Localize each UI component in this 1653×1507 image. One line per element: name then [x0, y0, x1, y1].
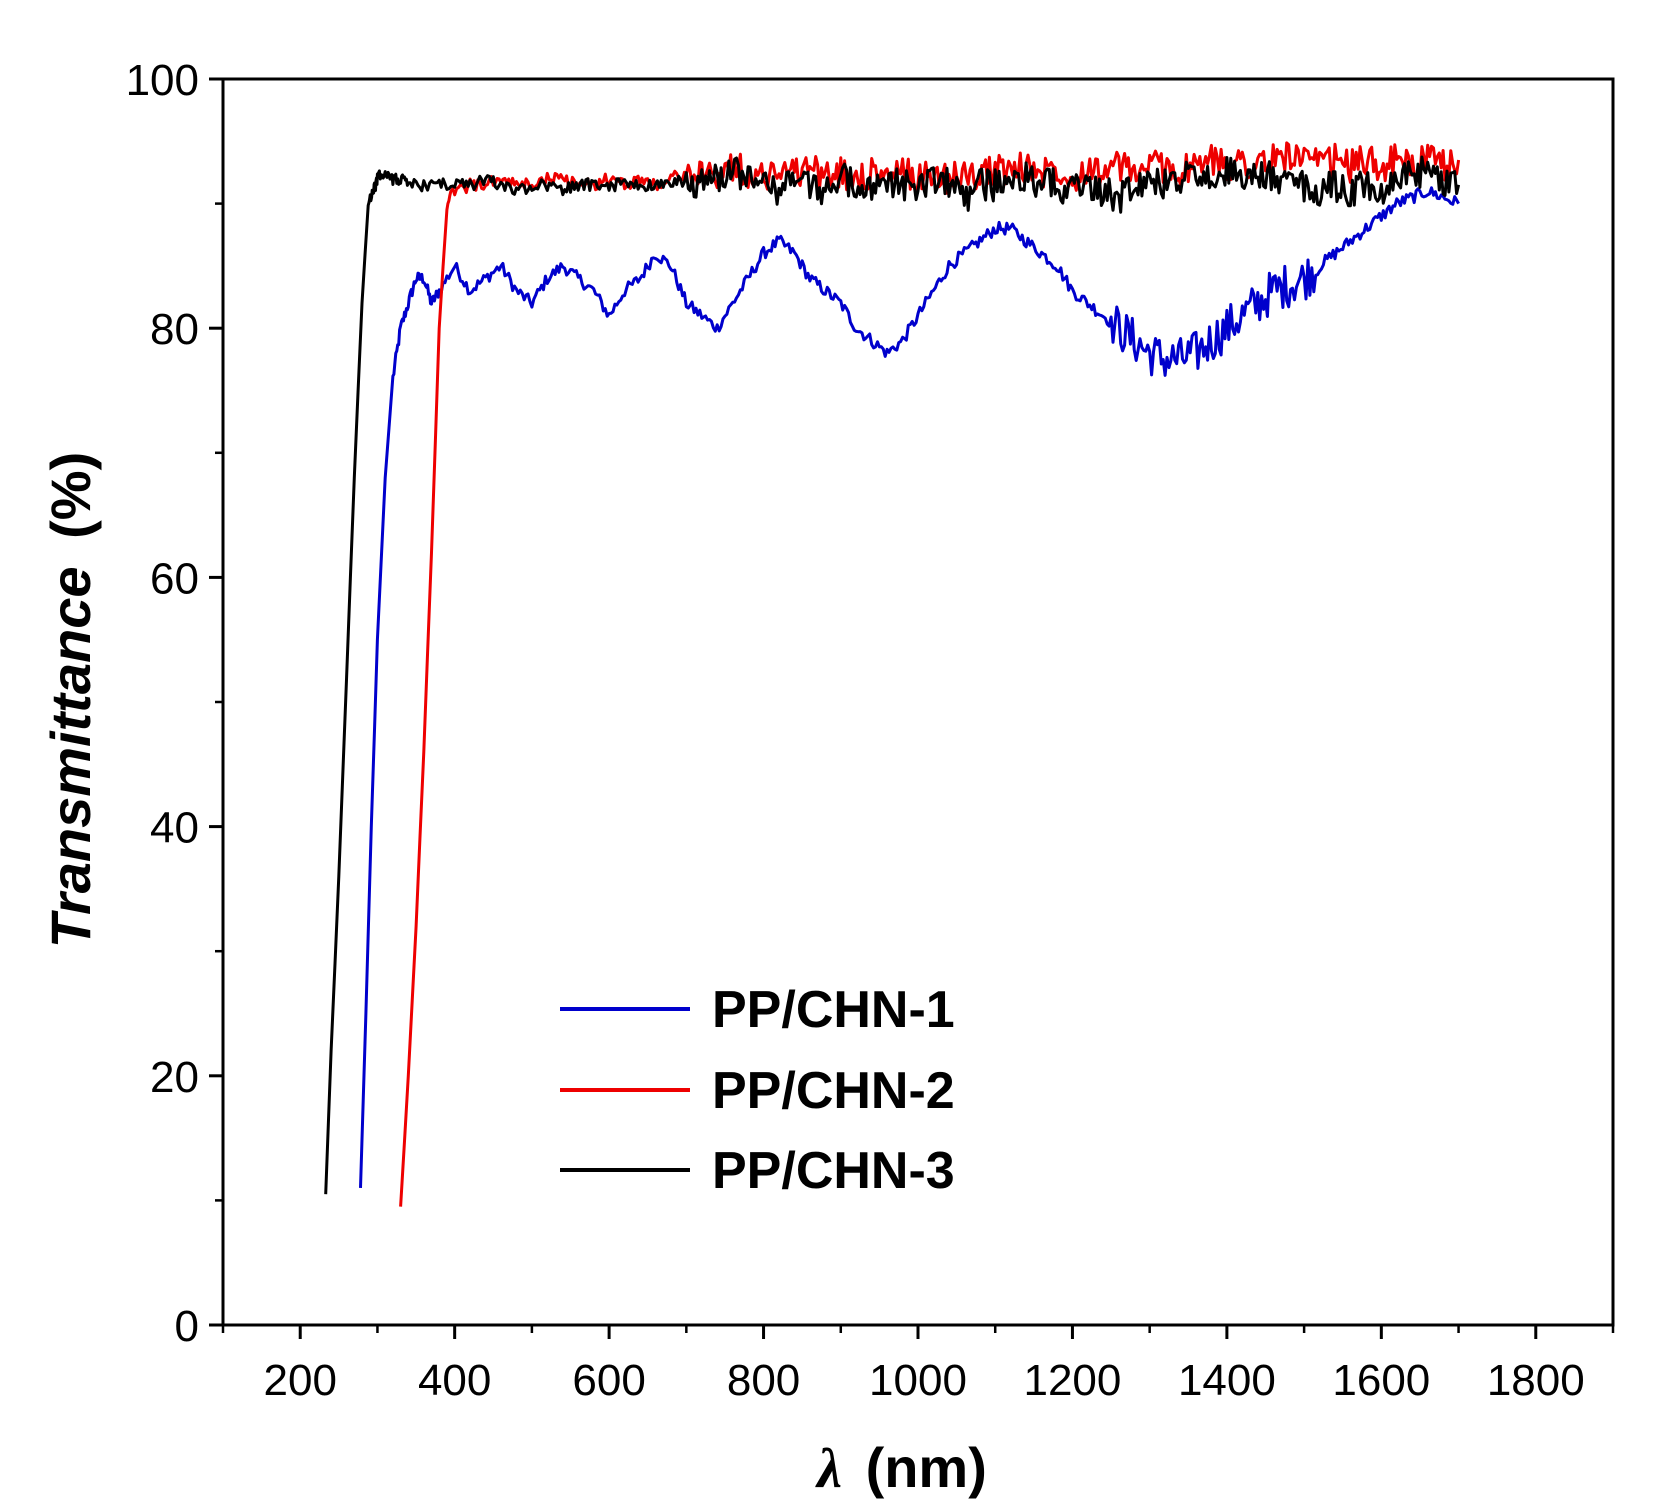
series-line-pp-chn-3 — [324, 155, 1461, 1195]
x-axis-unit: (nm) — [866, 1436, 987, 1499]
y-tick-label: 60 — [150, 554, 199, 603]
y-axis-title-unit: (%) — [39, 452, 102, 539]
x-tick-label: 400 — [418, 1356, 491, 1405]
x-tick-label: 1200 — [1023, 1356, 1121, 1405]
axes-layer — [209, 77, 1615, 1339]
x-tick-label: 600 — [572, 1356, 645, 1405]
y-tick-label: 20 — [150, 1053, 199, 1102]
y-tick-label: 0 — [175, 1302, 199, 1351]
x-tick-label: 1600 — [1332, 1356, 1430, 1405]
y-tick-label: 100 — [126, 56, 199, 105]
y-axis-title: Transmittance (%) — [39, 452, 102, 948]
labels-layer: 200 400 600 800 1000 1200 1400 1600 1800 0 20 40 60 8… — [126, 56, 1585, 1405]
x-tick-label: 1400 — [1178, 1356, 1276, 1405]
x-tick-label: 1000 — [869, 1356, 967, 1405]
x-axis-title: λ (nm) — [815, 1436, 987, 1500]
y-tick-label: 80 — [150, 305, 199, 354]
series-line-pp-chn-1 — [359, 186, 1460, 1188]
y-tick-label: 40 — [150, 804, 199, 853]
x-tick-label: 200 — [264, 1356, 337, 1405]
y-axis-title-main: Transmittance — [39, 566, 102, 948]
legend-label-pp-chn-2: PP/CHN-2 — [712, 1062, 955, 1120]
series-layer — [324, 141, 1461, 1207]
legend-label-pp-chn-1: PP/CHN-1 — [712, 981, 955, 1039]
x-tick-label: 1800 — [1487, 1356, 1585, 1405]
x-tick-label: 800 — [727, 1356, 800, 1405]
legend: PP/CHN-1 PP/CHN-2 PP/CHN-3 — [560, 981, 955, 1200]
x-axis-symbol: λ — [815, 1438, 842, 1500]
legend-label-pp-chn-3: PP/CHN-3 — [712, 1142, 955, 1200]
